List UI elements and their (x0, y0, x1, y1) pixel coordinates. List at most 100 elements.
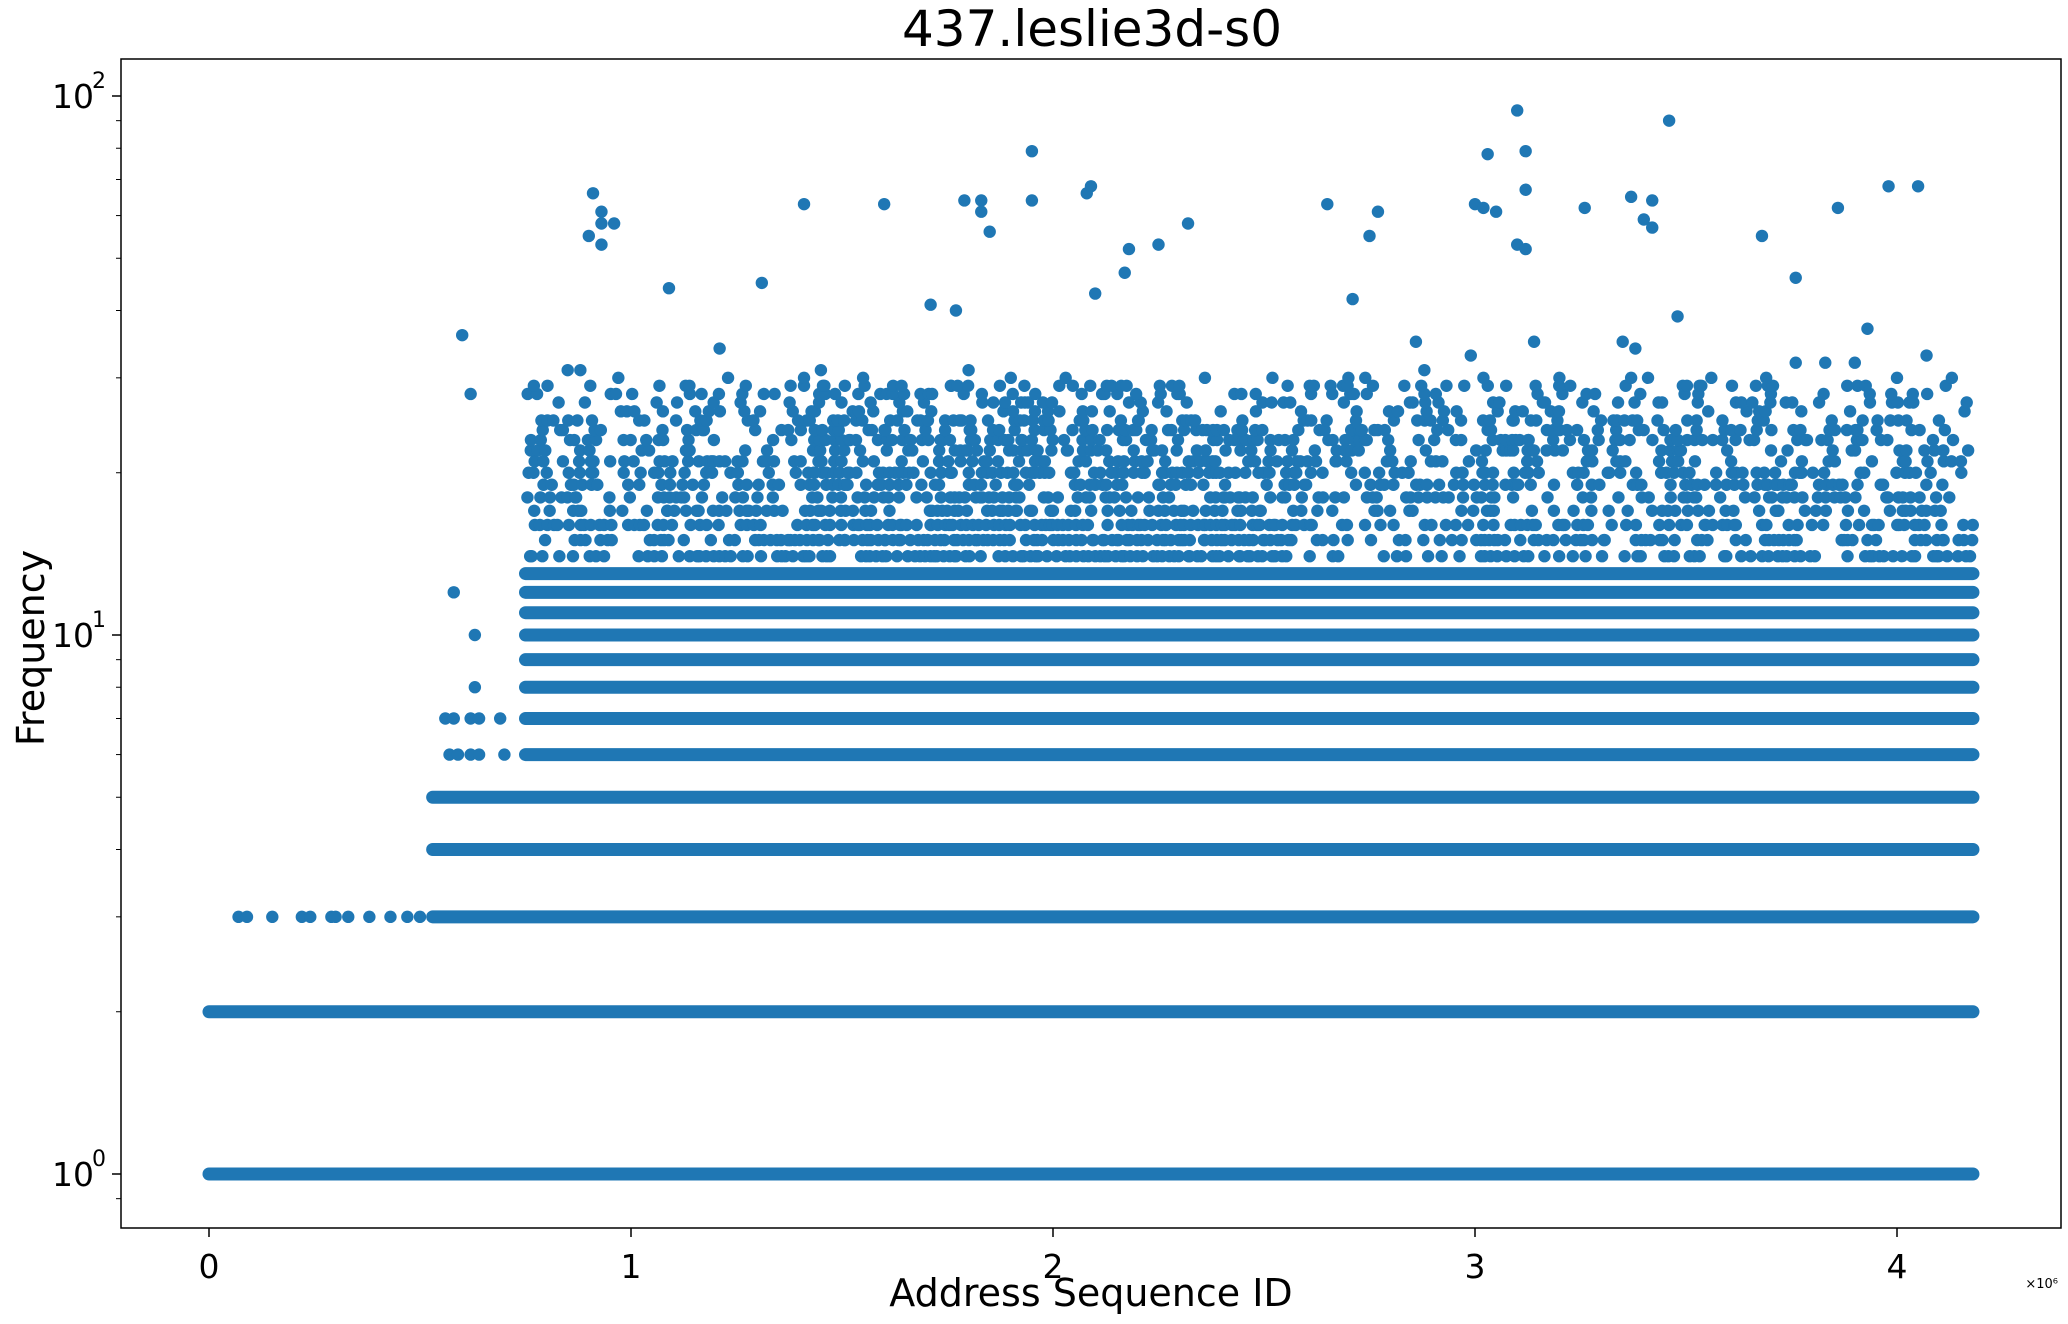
data-point (1819, 491, 1832, 504)
data-point (1417, 533, 1430, 547)
data-point (1826, 444, 1839, 457)
data-point (1671, 433, 1685, 447)
data-point (1391, 405, 1405, 418)
data-point (468, 628, 482, 642)
data-point (1043, 466, 1056, 479)
data-point (681, 455, 695, 468)
data-point (1519, 144, 1532, 158)
data-point (642, 444, 656, 457)
data-point (1841, 550, 1854, 563)
data-point (981, 414, 995, 427)
data-point (1188, 414, 1202, 427)
data-point (584, 518, 597, 532)
data-point (1114, 414, 1128, 427)
data-point (609, 387, 623, 401)
data-point (578, 396, 592, 409)
data-point (1404, 455, 1417, 468)
data-point (1546, 433, 1560, 447)
data-point (1101, 518, 1114, 532)
data-point (1689, 491, 1703, 504)
data-point (752, 478, 765, 491)
data-point (1311, 504, 1324, 517)
data-point (1013, 491, 1026, 504)
data-point (1059, 371, 1072, 385)
data-point (1664, 491, 1677, 504)
data-point (1316, 491, 1330, 504)
data-point (766, 491, 780, 504)
data-point (1759, 371, 1773, 385)
data-point (731, 466, 745, 479)
data-point (1077, 414, 1090, 427)
data-point (1264, 491, 1277, 504)
data-point (1657, 423, 1670, 437)
data-point (772, 478, 786, 491)
data-point (1805, 518, 1819, 532)
data-point (1046, 504, 1060, 517)
data-point (1467, 504, 1480, 517)
data-point (545, 478, 558, 491)
data-point (1234, 504, 1248, 517)
data-point (582, 229, 595, 243)
data-point (1920, 478, 1933, 491)
data-point (1386, 455, 1399, 468)
data-point (1598, 533, 1611, 547)
data-point (786, 550, 800, 563)
data-point (1789, 356, 1802, 369)
data-point (1558, 518, 1571, 532)
data-point (904, 433, 917, 447)
data-point (1288, 478, 1301, 491)
data-point (1641, 371, 1655, 385)
data-point (1499, 379, 1513, 392)
data-point (1390, 550, 1404, 563)
data-point (712, 518, 725, 532)
data-point (1342, 371, 1355, 385)
data-point (1856, 414, 1869, 427)
data-point (838, 533, 852, 547)
data-point (329, 910, 342, 924)
data-point (628, 405, 641, 418)
data-point (551, 518, 564, 532)
data-point (713, 405, 727, 418)
data-point (1366, 379, 1380, 392)
data-point (605, 518, 618, 532)
data-point (739, 444, 752, 457)
data-point (907, 466, 920, 479)
y-tick-label: 10 (52, 77, 94, 116)
data-point (1559, 533, 1572, 547)
data-point (964, 414, 977, 427)
data-point (1584, 491, 1598, 504)
data-point (1819, 356, 1832, 369)
data-point (1904, 491, 1917, 504)
data-point (1131, 491, 1145, 504)
data-point (1808, 550, 1822, 563)
data-point (1680, 379, 1694, 392)
data-point (1143, 504, 1156, 517)
data-point (1281, 379, 1294, 392)
data-point (562, 466, 575, 479)
data-point (1475, 455, 1489, 468)
data-point (915, 478, 928, 491)
data-point (1609, 423, 1623, 437)
data-point (1757, 414, 1770, 427)
data-point (958, 194, 971, 207)
data-point (1455, 533, 1468, 547)
data-point (1008, 423, 1021, 437)
data-point (1461, 518, 1475, 532)
data-point (1706, 433, 1720, 447)
data-point (1031, 550, 1045, 563)
data-point (1612, 491, 1625, 504)
data-point (1791, 518, 1804, 532)
data-point (945, 466, 958, 479)
data-point (1530, 455, 1544, 468)
data-point (678, 466, 691, 479)
data-point (1371, 205, 1385, 218)
data-point (1667, 466, 1681, 479)
data-point (1341, 533, 1354, 547)
data-point (627, 455, 640, 468)
data-point (540, 466, 553, 479)
data-point (1234, 518, 1247, 532)
data-point (1525, 504, 1539, 517)
data-point (1183, 533, 1197, 547)
data-point (1522, 466, 1535, 479)
